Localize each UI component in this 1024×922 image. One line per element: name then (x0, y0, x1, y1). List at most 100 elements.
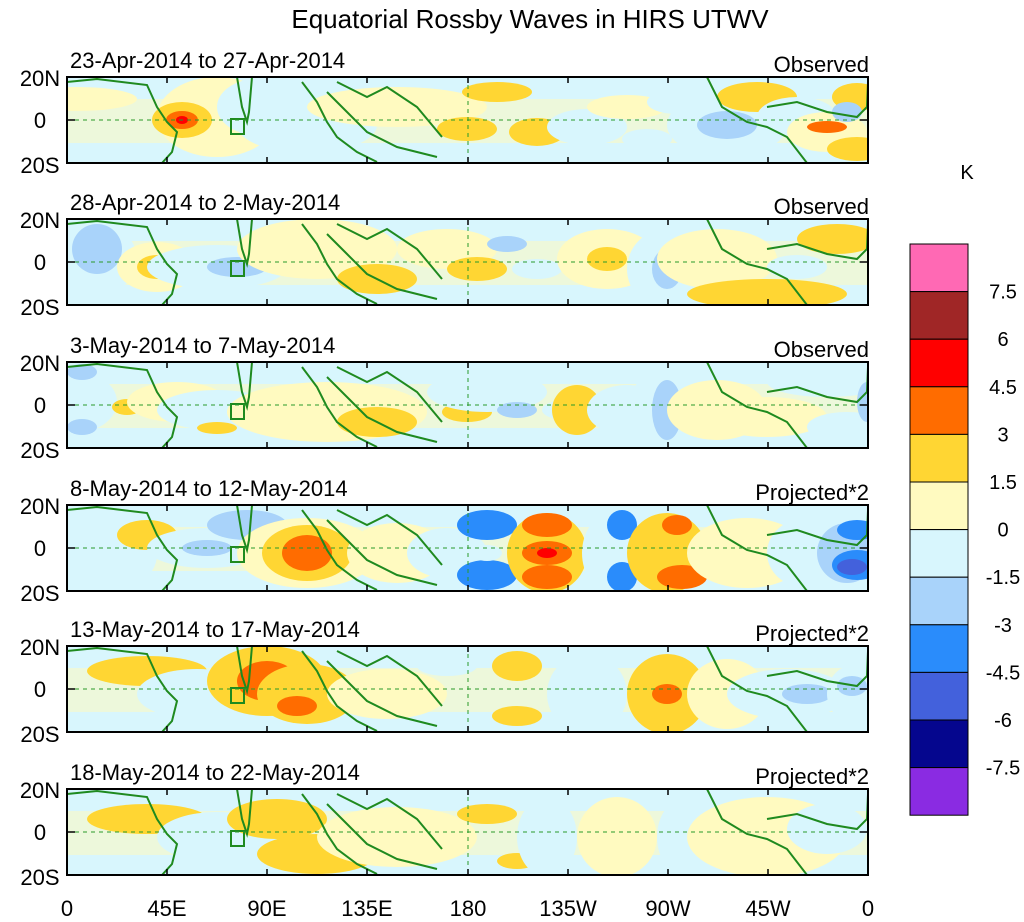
anomaly-contour (857, 382, 868, 422)
panel-date-label: 8-May-2014 to 12-May-2014 (70, 476, 348, 501)
anomaly-contour (797, 224, 868, 254)
anomaly-contour (72, 224, 122, 274)
y-tick-label: 20S (20, 438, 59, 463)
anomaly-contour (67, 372, 117, 432)
anomaly-contour (227, 799, 327, 839)
coastline (236, 646, 253, 695)
anomaly-contour (487, 236, 527, 252)
coastline (336, 793, 443, 850)
region-box (230, 403, 245, 420)
anomaly-contour (697, 111, 757, 139)
anomaly-contour (277, 696, 317, 716)
y-tick-label: 0 (34, 820, 46, 845)
colorbar-swatch (909, 433, 969, 483)
panel: 20N 0 20S 8-May-2014 to 12-May-2014 Projecte… (20, 476, 869, 606)
anomaly-contour (437, 117, 497, 141)
x-tick-label: 135W (539, 896, 597, 921)
coastline (67, 219, 179, 305)
anomaly-contour (607, 510, 637, 540)
colorbar-label: 4.5 (989, 377, 1017, 399)
anomaly-contour (707, 397, 827, 437)
x-tick-label: 45E (147, 896, 186, 921)
anomaly-contour (492, 706, 542, 726)
coastline (67, 77, 179, 163)
coastline (301, 650, 378, 732)
y-tick-label: 20S (20, 722, 59, 747)
anomaly-contour (327, 669, 447, 719)
colorbar-swatch (909, 529, 969, 578)
region-box (230, 830, 245, 847)
region-box (230, 260, 245, 277)
coastline (326, 803, 438, 870)
anomaly-contour (662, 515, 692, 535)
coastline (236, 219, 253, 268)
coastline (67, 789, 179, 875)
anomaly-contour (457, 560, 517, 590)
anomaly-contour (547, 109, 627, 145)
coastline (301, 509, 378, 591)
colorbar-swatch (909, 291, 969, 340)
colorbar-swatch (909, 481, 969, 531)
coastline (336, 650, 443, 707)
anomaly-contour (657, 565, 707, 589)
anomaly-contour (67, 364, 97, 380)
coastline (326, 91, 438, 158)
colorbar-label: 0 (997, 520, 1008, 542)
colorbar-label: 3 (997, 424, 1008, 446)
coastline (67, 505, 179, 591)
anomaly-contour (67, 419, 97, 435)
anomaly-field (67, 219, 868, 305)
colorbar-label: -6 (994, 710, 1012, 732)
anomaly-contour (837, 559, 867, 575)
y-tick-label: 20S (20, 153, 59, 178)
coastline (336, 509, 443, 566)
coastline (236, 362, 253, 411)
anomaly-contour (462, 82, 532, 102)
colorbar-swatch (909, 243, 969, 293)
anomaly-contour (472, 545, 502, 561)
colorbar-label: 1.5 (989, 472, 1017, 494)
colorbar: K 7.5 6 4.5 3 1.5 0 -1.5 -3 -4.5 -6 -7.5 (909, 162, 1020, 816)
anomaly-contour (317, 807, 477, 867)
coastline (67, 646, 179, 732)
panel: 20N 0 20S 3-May-2014 to 7-May-2014 Observed (20, 333, 869, 463)
colorbar-label: 7.5 (989, 282, 1017, 304)
anomaly-contour (552, 385, 602, 435)
anomaly-contour (517, 797, 577, 875)
anomaly-contour (622, 129, 672, 149)
coastline (706, 646, 808, 732)
anomaly-contour (782, 684, 832, 704)
y-tick-label: 0 (34, 108, 46, 133)
x-tick-label: 135E (341, 896, 392, 921)
coastline (301, 793, 378, 875)
colorbar-label: -7.5 (986, 758, 1020, 780)
anomaly-contour (457, 804, 517, 824)
colorbar-swatch (909, 719, 969, 769)
panel: 20N 0 20S 18-May-2014 to 22-May-2014 Project… (20, 760, 869, 890)
region-box (230, 687, 245, 704)
anomaly-contour (492, 651, 542, 681)
anomaly-contour (767, 255, 827, 279)
panel: 20N 0 20S 13-May-2014 to 17-May-2014 Project… (20, 617, 869, 747)
coastline (67, 362, 179, 448)
panel-type-label: Observed (774, 337, 869, 362)
y-tick-label: 20S (20, 295, 59, 320)
panel-type-label: Projected*2 (755, 621, 869, 646)
panel-date-label: 13-May-2014 to 17-May-2014 (70, 617, 360, 642)
y-tick-label: 20N (20, 66, 60, 91)
anomaly-field (67, 505, 868, 591)
coastline (301, 223, 378, 305)
colorbar-swatch (909, 767, 969, 816)
colorbar-label: 6 (997, 329, 1008, 351)
panel: 20N 0 20S 28-Apr-2014 to 2-May-2014 Observed (20, 190, 869, 320)
colorbar-swatch (909, 624, 969, 673)
coastline (326, 660, 438, 727)
coastline (706, 505, 808, 591)
panel-type-label: Projected*2 (755, 480, 869, 505)
panels-group: 20N 0 20S 23-Apr-2014 to 27-Apr-2014 Observe… (20, 48, 869, 890)
y-tick-label: 20N (20, 635, 60, 660)
anomaly-contour (447, 257, 507, 281)
anomaly-contour (587, 95, 667, 119)
region-box (230, 546, 245, 563)
